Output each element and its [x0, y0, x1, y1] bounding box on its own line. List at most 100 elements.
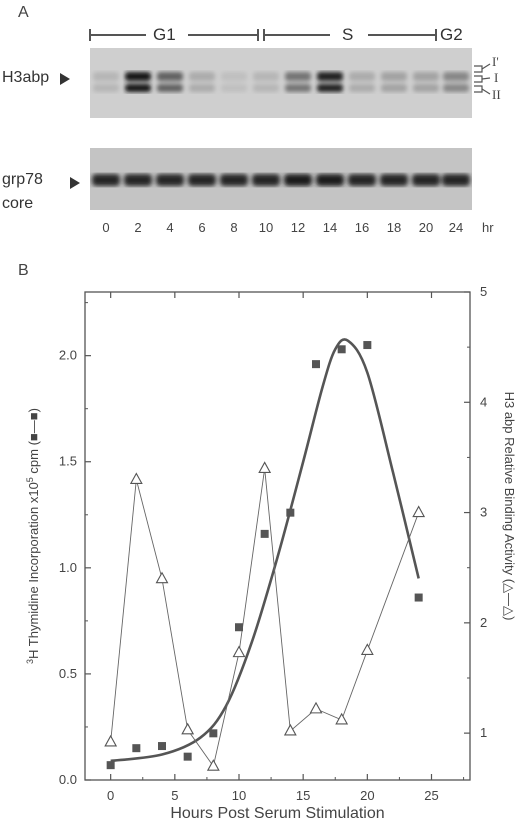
- lane-label: 18: [386, 220, 402, 235]
- h3abp-band-lane-18: [381, 72, 407, 92]
- grp78-band-lane-20: [412, 174, 440, 186]
- thymidine-point: [106, 761, 115, 770]
- y-left-tick-label: 2.0: [59, 348, 77, 363]
- y-right-tick-label: 1: [480, 725, 487, 740]
- binding-point: [104, 734, 118, 747]
- thymidine-point: [158, 742, 166, 751]
- h3abp-arrow-icon: [60, 73, 70, 85]
- grp78-band-lane-10: [252, 174, 280, 186]
- x-tick-label: 15: [296, 788, 310, 803]
- chart: 0 5 10 15 20 25 0.0 0.5 1.0 1.5 2.0 1 2 3 4 5 Hours Pos…: [25, 284, 517, 822]
- y-left-tick-label: 0.5: [59, 666, 77, 681]
- binding-point: [283, 723, 297, 736]
- binding-point: [309, 701, 323, 714]
- grp78-band-lane-2: [124, 174, 152, 186]
- binding-point: [155, 571, 169, 584]
- phase-label-g2: G2: [440, 25, 463, 44]
- thymidine-point: [337, 345, 346, 354]
- lane-label: 0: [102, 220, 110, 235]
- h3abp-band-lane-12: [285, 72, 311, 92]
- thymidine-point: [312, 360, 320, 369]
- lane-labels: 0 2 4 6 8 10 12 14 16 18 20 24: [90, 220, 472, 238]
- grp78-label: grp78: [2, 171, 43, 188]
- h3abp-band-lane-20: [413, 72, 439, 92]
- binding-point: [258, 461, 272, 474]
- grp78-band-lane-12: [284, 174, 312, 186]
- y-left-tick-label: 1.0: [59, 560, 77, 575]
- y-left-axis-label: 3H Thymidine Incorporation x105 cpm (■—■…: [25, 408, 41, 664]
- plot-frame: [84, 291, 471, 781]
- band-label-ii: II: [492, 87, 501, 102]
- x-tick-label: 10: [232, 788, 246, 803]
- y-right-axis-label: H3 abp Relative Binding Activity (△—△): [502, 392, 517, 621]
- y-right-tick-label: 5: [480, 284, 487, 299]
- thymidine-point: [286, 508, 295, 517]
- thymidine-point: [260, 529, 269, 538]
- grp78-arrow-icon: [70, 177, 80, 189]
- thymidine-fit-curve: [110, 338, 420, 763]
- y-right-tick-label: 4: [480, 394, 487, 409]
- band-label-i-prime: I': [492, 54, 499, 69]
- grp78-band-lane-16: [348, 174, 376, 186]
- binding-point: [335, 712, 349, 725]
- thymidine-point: [209, 729, 218, 738]
- h3abp-gel: [90, 48, 472, 118]
- lane-unit: hr: [482, 220, 494, 235]
- binding-point: [360, 643, 374, 655]
- binding-point: [129, 472, 143, 485]
- h3abp-band-lane-6: [189, 72, 215, 92]
- thymidine-point: [363, 341, 372, 350]
- grp78-band-lane-14: [316, 174, 344, 186]
- lane-label: 14: [322, 220, 338, 235]
- x-axis-label: Hours Post Serum Stimulation: [170, 805, 384, 822]
- lane-label: 8: [230, 220, 238, 235]
- grp78-band-lane-24: [442, 174, 470, 186]
- panel-b-letter: B: [18, 262, 29, 279]
- h3abp-band-lane-10: [253, 72, 279, 92]
- lane-label: 4: [166, 220, 174, 235]
- grp78-band-lane-0: [92, 174, 120, 186]
- svg-text:3H Thymidine Incorporation x10: 3H Thymidine Incorporation x105 cpm (■—■…: [25, 408, 41, 664]
- y-left-tick-label: 0.0: [59, 772, 77, 787]
- binding-point: [181, 722, 195, 735]
- binding-point: [232, 645, 246, 658]
- h3abp-band-lane-24: [443, 72, 469, 92]
- band-label-i: I: [494, 70, 499, 85]
- grp78-band-lane-4: [156, 174, 184, 186]
- h3abp-label: H3abp: [2, 69, 50, 86]
- grp78-gel: [90, 148, 472, 210]
- x-tick-label: 25: [424, 788, 438, 803]
- thymidine-point: [183, 752, 192, 761]
- phase-brackets: [89, 29, 437, 41]
- thymidine-point: [235, 623, 243, 632]
- grp78-band-lane-8: [220, 174, 248, 186]
- grp78-band-lane-18: [380, 174, 408, 186]
- lane-label: 12: [290, 220, 306, 235]
- lane-label: 16: [354, 220, 370, 235]
- phase-label-g1: G1: [153, 25, 176, 44]
- phase-label-s: S: [342, 25, 354, 44]
- x-tick-label: 5: [171, 788, 178, 803]
- lane-label: 20: [418, 220, 434, 235]
- h3abp-band-lane-8: [221, 72, 247, 92]
- band-brackets: [474, 63, 491, 95]
- binding-point: [206, 759, 220, 771]
- x-tick-label: 0: [107, 788, 114, 803]
- binding-series-line: [110, 468, 420, 768]
- core-label: core: [2, 195, 34, 212]
- lane-label: 24: [448, 220, 464, 235]
- lane-label: 10: [258, 220, 274, 235]
- y-right-tick-label: 3: [480, 505, 487, 520]
- grp78-band-lane-6: [188, 174, 216, 186]
- h3abp-band-lane-14: [317, 72, 343, 92]
- h3abp-band-lane-4: [157, 72, 183, 92]
- svg-text:H3 abp Relative Binding Activi: H3 abp Relative Binding Activity (△—△): [502, 392, 517, 621]
- lane-label: 2: [134, 220, 142, 235]
- binding-point: [412, 505, 426, 518]
- y-left-tick-label: 1.5: [59, 454, 77, 469]
- panel-a-letter: A: [18, 4, 29, 21]
- h3abp-band-lane-16: [349, 72, 375, 92]
- x-tick-label: 20: [360, 788, 374, 803]
- thymidine-point: [132, 744, 141, 753]
- y-right-tick-label: 2: [480, 615, 487, 630]
